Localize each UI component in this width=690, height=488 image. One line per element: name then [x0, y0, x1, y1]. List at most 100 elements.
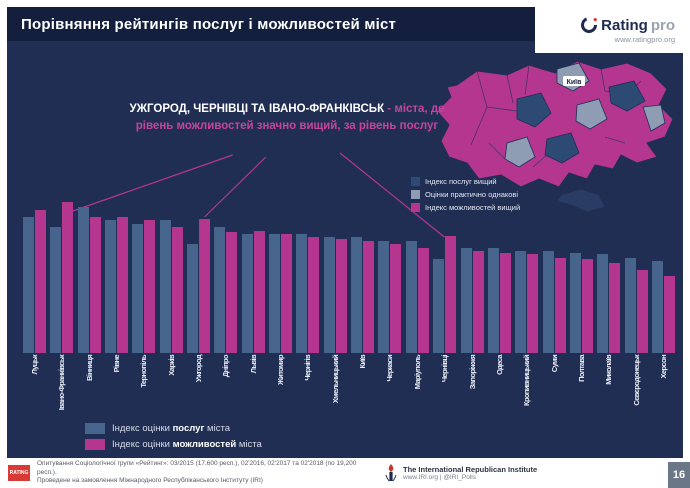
legend-label-equal: Оцінки практично однакові: [425, 190, 519, 199]
brand-line: Rating pro: [580, 16, 675, 34]
page-number: 16: [668, 462, 690, 488]
services-bar: [132, 224, 144, 353]
brand-name: Rating: [601, 16, 648, 34]
legend-text-bold: можливостей: [172, 439, 237, 450]
chart-legend-services: Індекс оцінки послуг міста: [85, 423, 262, 434]
bar-group-22: [597, 254, 621, 353]
city-label-cell: Сєвєродонецьк: [625, 355, 648, 458]
bar-group-24: [651, 261, 675, 353]
city-label-cell: Житомир: [269, 355, 292, 458]
legend-text: міста: [236, 439, 262, 450]
map-crimea: [556, 188, 606, 213]
legend-text-bold: послуг: [172, 423, 205, 434]
rating-group-logo: RATING: [8, 465, 30, 481]
legend-swatch-equal: [411, 190, 420, 199]
page-title: Порівняння рейтингів послуг і можливосте…: [21, 15, 397, 33]
opportunities-bar: [62, 202, 74, 353]
opportunities-bar: [390, 244, 402, 353]
kyiv-label-box: [563, 76, 585, 86]
services-bar: [433, 259, 445, 353]
chart-legend-swatch-opportunities: [85, 439, 105, 450]
bar-group-16: [433, 236, 457, 353]
services-bar: [159, 220, 171, 353]
annotation-text: УЖГОРОД, ЧЕРНІВЦІ ТА ІВАНО-ФРАНКІВСЬК - …: [127, 101, 447, 134]
services-bar: [351, 237, 363, 353]
iri-url: www.IRI.org | @IRI_Polls: [403, 474, 476, 481]
iri-block: The International Republican Institute w…: [384, 463, 537, 483]
city-label-cell: Черкаси: [378, 355, 401, 458]
services-bar: [542, 251, 554, 353]
city-label: Сєвєродонецьк: [631, 355, 641, 406]
chart-legend-swatch-services: [85, 423, 105, 434]
map-region: [608, 80, 646, 112]
opportunities-bar: [199, 219, 211, 353]
city-label: Суми: [549, 355, 559, 373]
opportunities-bar: [335, 239, 347, 353]
bar-group-20: [542, 251, 566, 353]
city-label: Тернопіль: [139, 355, 149, 388]
bar-group-23: [624, 258, 648, 353]
opportunities-bar: [89, 217, 101, 353]
city-label: Харків: [166, 355, 176, 376]
city-label-cell: Миколаїв: [597, 355, 620, 458]
city-label: Житомир: [276, 355, 286, 385]
map-legend: Індекс послуг вищий Оцінки практично одн…: [411, 177, 520, 216]
city-label: Кропивницький: [522, 355, 532, 407]
legend-text: Індекс оцінки: [112, 439, 173, 450]
city-label-cell: Суми: [543, 355, 566, 458]
legend-label-services: Індекс послуг вищий: [425, 177, 497, 186]
chart-legend-label-services: Індекс оцінки послуг міста: [112, 423, 230, 434]
bar-group-1: [23, 210, 46, 353]
city-label-cell: Чернівці: [433, 355, 456, 458]
map-internal-borders: [470, 64, 642, 168]
bar-group-11: [296, 234, 320, 353]
services-bar: [597, 254, 609, 353]
brand-suffix: pro: [650, 16, 675, 34]
bar-group-17: [460, 248, 484, 353]
legend-swatch-opportunities: [411, 203, 420, 212]
services-bar: [269, 234, 281, 353]
bar-group-5: [132, 220, 156, 353]
city-label: Рівне: [112, 355, 122, 373]
city-label: Хмельницький: [330, 355, 340, 404]
services-bar: [187, 244, 199, 353]
opportunities-bar: [663, 276, 675, 353]
services-bar: [77, 207, 89, 353]
services-bar: [323, 237, 335, 353]
bar-group-13: [351, 237, 375, 353]
map-region: [516, 92, 552, 128]
opportunities-bar: [609, 263, 621, 353]
city-label-cell: Луцьк: [23, 355, 46, 458]
opportunities-bar: [117, 217, 129, 353]
city-label-cell: Запоріжжя: [461, 355, 484, 458]
bar-group-19: [515, 251, 539, 353]
opportunities-bar: [308, 237, 320, 353]
bar-group-12: [323, 237, 347, 353]
services-bar: [405, 241, 417, 353]
bar-chart: [23, 183, 675, 353]
source-line-2: Проведене на замовлення Міжнародного Рес…: [37, 477, 263, 485]
footer: RATING Опитування Соціологічної групи «Р…: [0, 458, 690, 488]
bar-group-18: [487, 248, 511, 353]
city-label-cell: Херсон: [652, 355, 675, 458]
map-region: [504, 136, 536, 168]
map-legend-item-opportunities: Індекс можливостей вищий: [411, 203, 520, 212]
kyiv-label: Київ: [567, 79, 583, 86]
map-region: [436, 60, 674, 188]
city-label: Київ: [358, 355, 368, 369]
annotation-cities: УЖГОРОД, ЧЕРНІВЦІ ТА ІВАНО-ФРАНКІВСЬК: [129, 103, 385, 115]
opportunities-bar: [226, 232, 238, 353]
opportunities-bar: [554, 258, 566, 353]
services-bar: [487, 248, 499, 353]
bar-group-4: [105, 217, 129, 353]
city-label: Чернігів: [303, 355, 313, 381]
services-bar: [624, 258, 636, 353]
opportunities-bar: [527, 254, 539, 353]
iri-name: The International Republican Institute: [403, 465, 538, 474]
map-legend-item-services: Індекс послуг вищий: [411, 177, 520, 186]
bar-group-3: [77, 207, 101, 353]
city-label-cell: Чернігів: [296, 355, 319, 458]
map-region: [575, 98, 608, 130]
iri-torch-icon: [385, 464, 397, 482]
city-label: Чернівці: [440, 355, 450, 383]
